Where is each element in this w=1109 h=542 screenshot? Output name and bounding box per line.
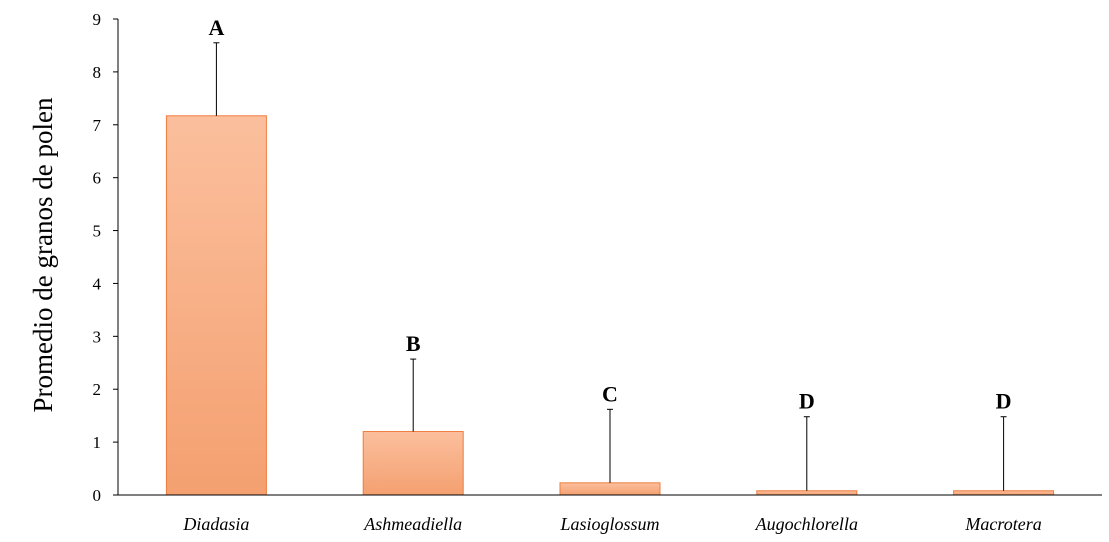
significance-letter: D (799, 389, 815, 414)
x-tick-label: Ashmeadiella (363, 514, 462, 534)
y-tick-label: 4 (93, 274, 102, 293)
y-axis-label: Promedio de granos de polen (28, 97, 58, 412)
significance-letter: B (406, 331, 421, 356)
y-tick-label: 0 (93, 486, 102, 505)
y-tick-label: 7 (93, 116, 102, 135)
bar (165, 115, 267, 496)
x-tick-label: Diadasia (182, 514, 249, 534)
y-tick-label: 2 (93, 380, 102, 399)
bar (559, 482, 661, 496)
bar (362, 431, 464, 496)
x-tick-label: Macrotera (964, 514, 1041, 534)
x-tick-label: Augochlorella (755, 514, 858, 534)
significance-letter: D (996, 389, 1012, 414)
y-tick-label: 6 (93, 169, 102, 188)
significance-letter: A (208, 15, 224, 40)
bar (953, 490, 1055, 496)
y-tick-label: 9 (93, 10, 102, 29)
bar (756, 490, 858, 496)
y-tick-label: 8 (93, 63, 102, 82)
y-tick-label: 1 (93, 433, 102, 452)
significance-letter: C (602, 381, 618, 406)
y-tick-label: 5 (93, 222, 102, 241)
x-tick-label: Lasioglossum (559, 514, 659, 534)
y-tick-label: 3 (93, 327, 102, 346)
